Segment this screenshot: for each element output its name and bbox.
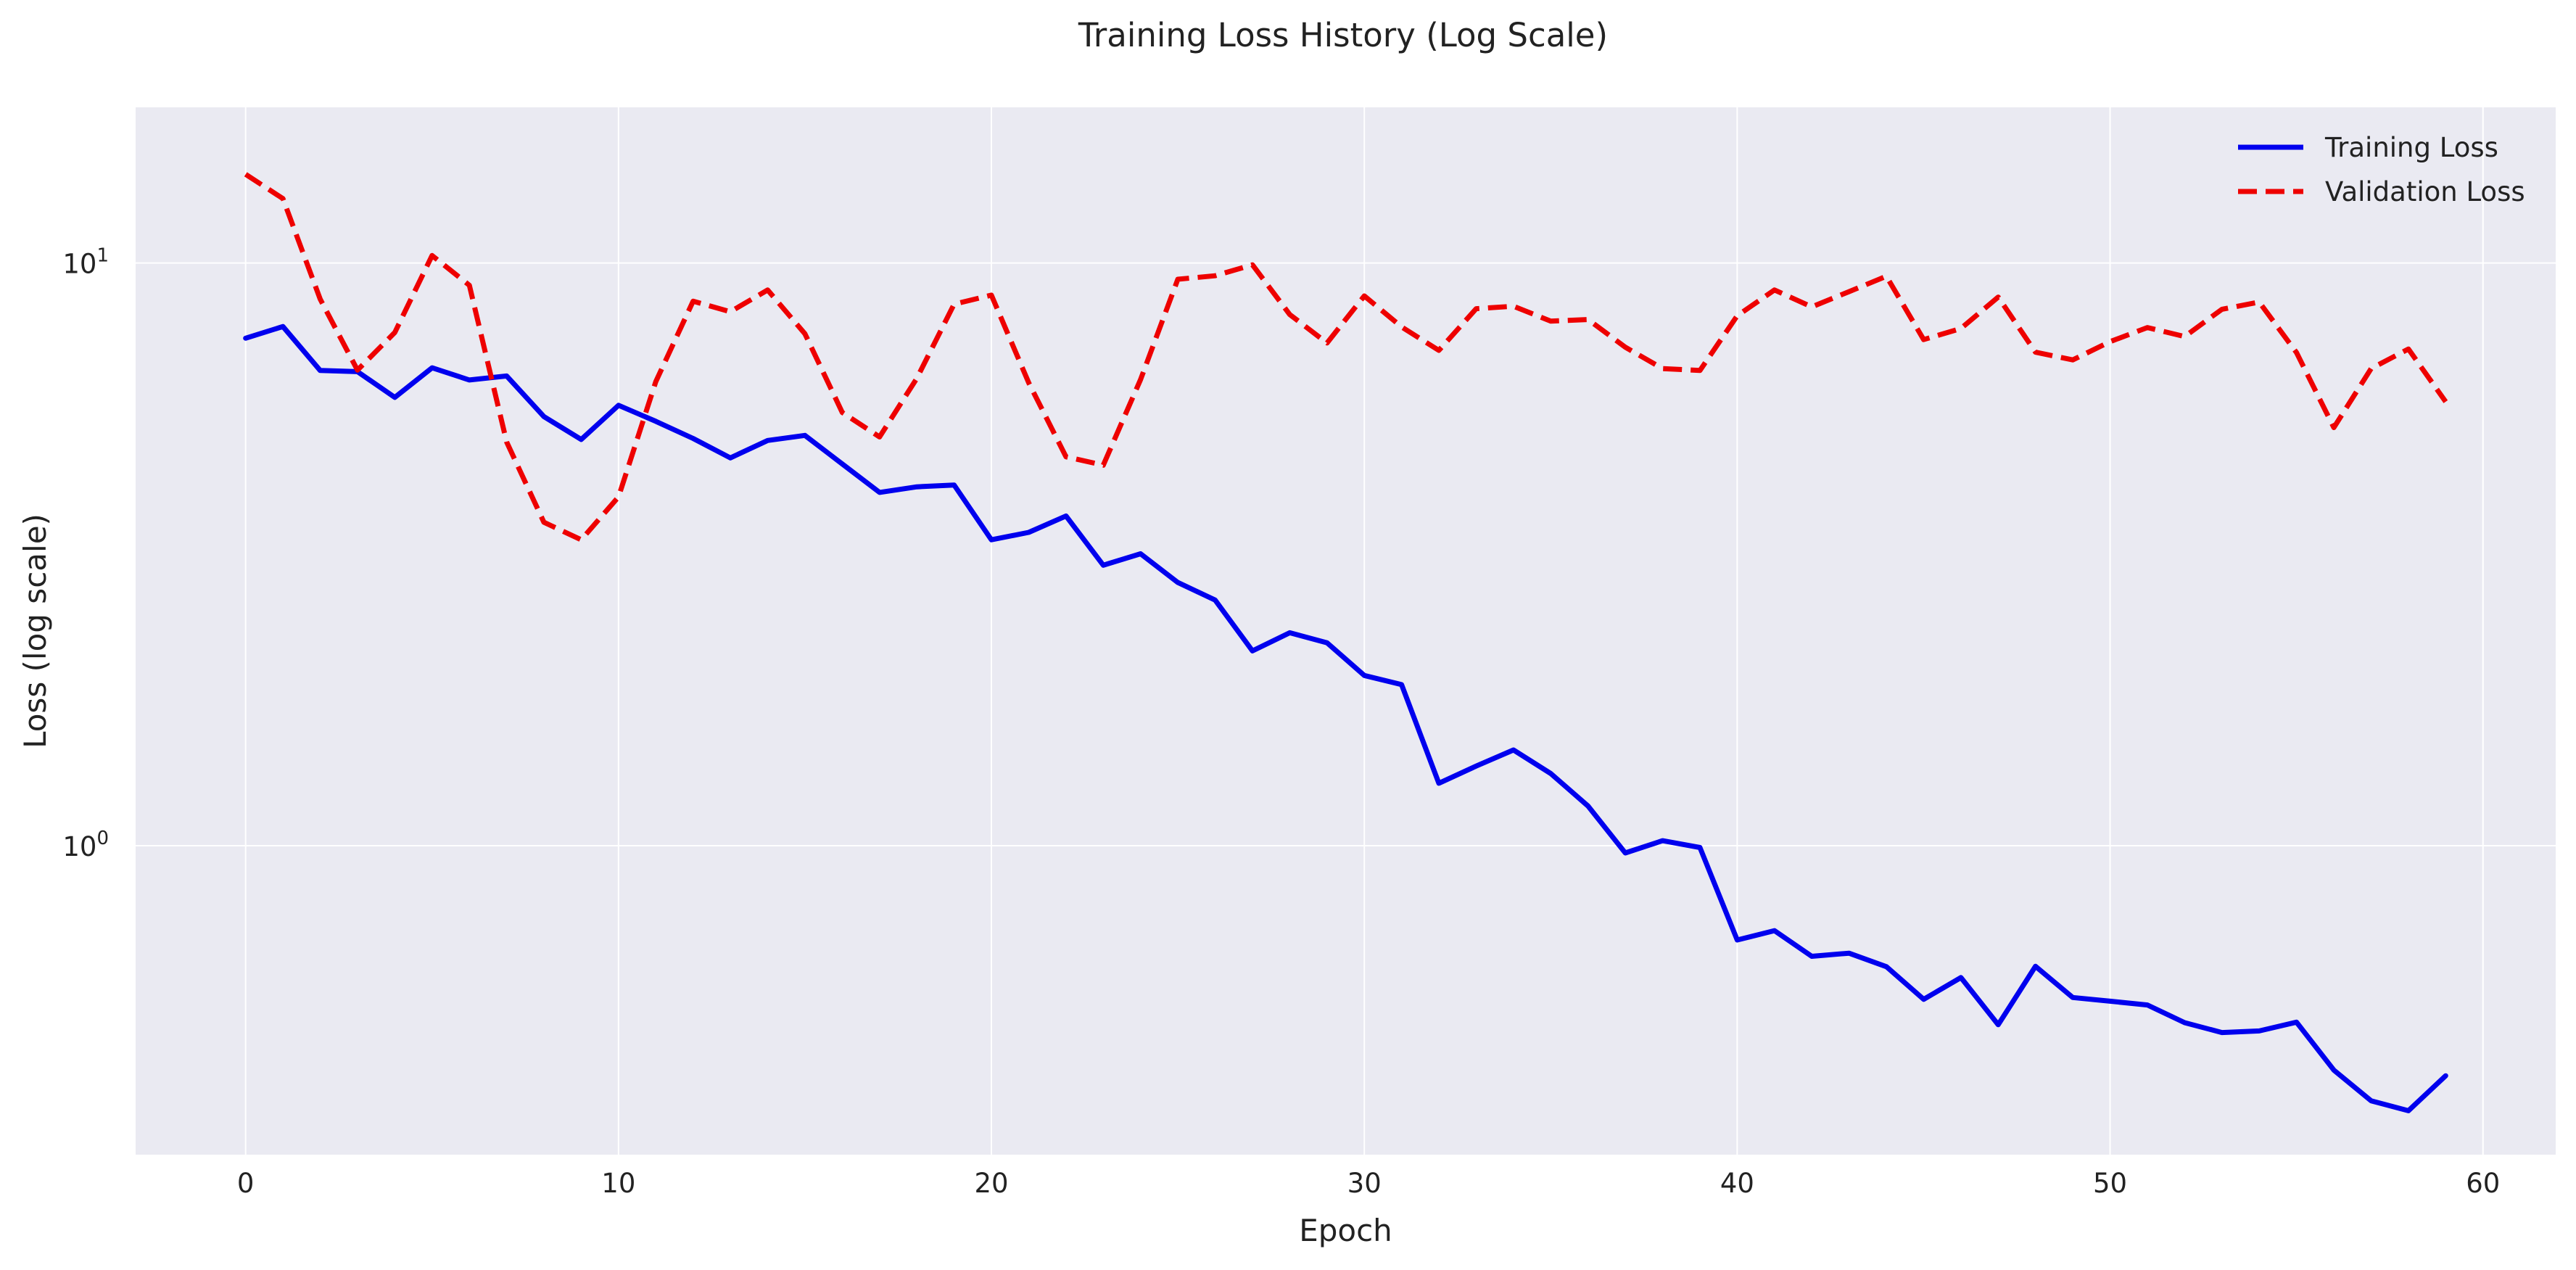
y-axis-label: Loss (log scale) [17,514,53,749]
series-line-validation-loss [244,172,2448,543]
axis-ticks: 0 10 20 30 40 50 60 100 101 [62,245,2500,1199]
x-tick-label: 20 [974,1168,1008,1199]
x-tick-label: 40 [1720,1168,1754,1199]
y-tick-label: 100 [62,828,109,862]
series-lines [243,172,2448,1113]
x-tick-label: 10 [601,1168,635,1199]
legend-label: Training Loss [2324,132,2498,163]
x-tick-label: 50 [2093,1168,2127,1199]
x-axis-label: Epoch [1299,1213,1392,1248]
series-line-training-loss [243,323,2448,1113]
x-tick-label: 60 [2466,1168,2500,1199]
legend-label: Validation Loss [2325,176,2525,207]
legend: Training Loss Validation Loss [2238,132,2525,207]
chart-title: Training Loss History (Log Scale) [1078,16,1608,54]
x-tick-label: 30 [1347,1168,1382,1199]
grid-lines [136,107,2556,1155]
plot-area [136,107,2556,1155]
y-tick-label: 101 [62,245,109,280]
x-tick-label: 0 [237,1168,255,1199]
